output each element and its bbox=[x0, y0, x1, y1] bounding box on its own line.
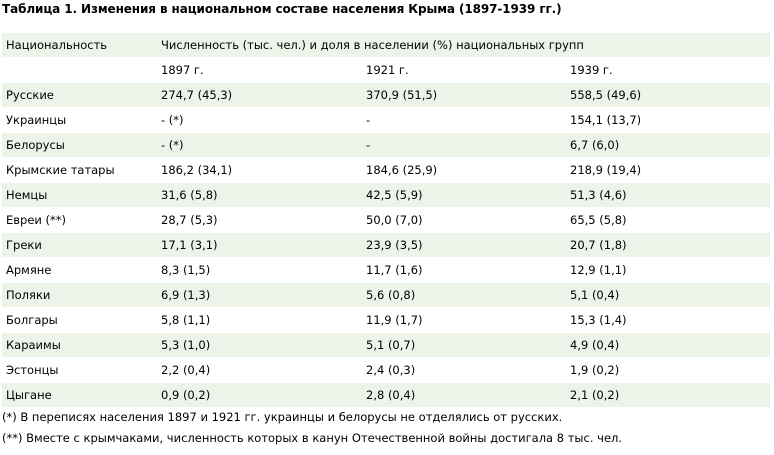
table-row: Русские 274,7 (45,3) 370,9 (51,5) 558,5 (49… bbox=[2, 82, 770, 108]
value-1921-cell: 23,9 (3,5) bbox=[362, 232, 566, 258]
value-1921-cell: - bbox=[362, 107, 566, 133]
years-empty-cell bbox=[2, 57, 157, 83]
value-1897-cell: - (*) bbox=[157, 132, 362, 158]
value-1921-cell: 184,6 (25,9) bbox=[362, 157, 566, 183]
value-1921-cell: 2,4 (0,3) bbox=[362, 357, 566, 383]
table-row: Крымские татары 186,2 (34,1) 184,6 (25,9) 2… bbox=[2, 157, 770, 183]
table-row: Болгары 5,8 (1,1) 11,9 (1,7) 15,3 (1,4) bbox=[2, 307, 770, 333]
table-row: Армяне 8,3 (1,5) 11,7 (1,6) 12,9 (1,1) bbox=[2, 257, 770, 283]
value-1921-cell: 42,5 (5,9) bbox=[362, 182, 566, 208]
value-1939-cell: 20,7 (1,8) bbox=[566, 232, 770, 258]
footnote-1: (*) В переписях населения 1897 и 1921 гг… bbox=[2, 410, 563, 424]
nationality-cell: Караимы bbox=[2, 332, 157, 358]
value-1939-cell: 65,5 (5,8) bbox=[566, 207, 770, 233]
value-1921-cell: - bbox=[362, 132, 566, 158]
table-row: Эстонцы 2,2 (0,4) 2,4 (0,3) 1,9 (0,2) bbox=[2, 357, 770, 383]
table-header-row: Национальность Численность (тыс. чел.) и… bbox=[2, 33, 770, 58]
value-1939-cell: 51,3 (4,6) bbox=[566, 182, 770, 208]
table-title: Таблица 1. Изменения в национальном сост… bbox=[2, 2, 562, 16]
value-1939-cell: 218,9 (19,4) bbox=[566, 157, 770, 183]
year-1939: 1939 г. bbox=[566, 57, 770, 83]
table-years-row: 1897 г. 1921 г. 1939 г. bbox=[2, 57, 770, 83]
value-1897-cell: 8,3 (1,5) bbox=[157, 257, 362, 283]
table-row: Немцы 31,6 (5,8) 42,5 (5,9) 51,3 (4,6) bbox=[2, 182, 770, 208]
value-1897-cell: - (*) bbox=[157, 107, 362, 133]
value-1897-cell: 0,9 (0,2) bbox=[157, 382, 362, 408]
value-1939-cell: 4,9 (0,4) bbox=[566, 332, 770, 358]
table-row: Караимы 5,3 (1,0) 5,1 (0,7) 4,9 (0,4) bbox=[2, 332, 770, 358]
value-1897-cell: 31,6 (5,8) bbox=[157, 182, 362, 208]
nationality-cell: Армяне bbox=[2, 257, 157, 283]
nationality-cell: Евреи (**) bbox=[2, 207, 157, 233]
table-row: Поляки 6,9 (1,3) 5,6 (0,8) 5,1 (0,4) bbox=[2, 282, 770, 308]
value-1921-cell: 370,9 (51,5) bbox=[362, 82, 566, 108]
value-1921-cell: 2,8 (0,4) bbox=[362, 382, 566, 408]
value-1897-cell: 5,8 (1,1) bbox=[157, 307, 362, 333]
nationality-cell: Крымские татары bbox=[2, 157, 157, 183]
nationality-cell: Немцы bbox=[2, 182, 157, 208]
nationality-cell: Белорусы bbox=[2, 132, 157, 158]
value-1939-cell: 5,1 (0,4) bbox=[566, 282, 770, 308]
table-row: Белорусы - (*) -6,7 (6,0) bbox=[2, 132, 770, 158]
value-1897-cell: 186,2 (34,1) bbox=[157, 157, 362, 183]
value-1939-cell: 6,7 (6,0) bbox=[566, 132, 770, 158]
year-1921: 1921 г. bbox=[362, 57, 566, 83]
nationality-cell: Болгары bbox=[2, 307, 157, 333]
value-1921-cell: 11,9 (1,7) bbox=[362, 307, 566, 333]
nationality-cell: Украинцы bbox=[2, 107, 157, 133]
nationality-cell: Поляки bbox=[2, 282, 157, 308]
value-1897-cell: 2,2 (0,4) bbox=[157, 357, 362, 383]
nationality-cell: Греки bbox=[2, 232, 157, 258]
value-1897-cell: 28,7 (5,3) bbox=[157, 207, 362, 233]
header-nationality: Национальность bbox=[2, 33, 157, 58]
table-row: Евреи (**) 28,7 (5,3) 50,0 (7,0) 65,5 (5,8) bbox=[2, 207, 770, 233]
value-1939-cell: 1,9 (0,2) bbox=[566, 357, 770, 383]
value-1921-cell: 5,1 (0,7) bbox=[362, 332, 566, 358]
value-1921-cell: 50,0 (7,0) bbox=[362, 207, 566, 233]
table-row: Украинцы - (*) -154,1 (13,7) bbox=[2, 107, 770, 133]
nationality-cell: Цыгане bbox=[2, 382, 157, 408]
value-1897-cell: 5,3 (1,0) bbox=[157, 332, 362, 358]
value-1939-cell: 12,9 (1,1) bbox=[566, 257, 770, 283]
nationality-cell: Эстонцы bbox=[2, 357, 157, 383]
nationality-cell: Русские bbox=[2, 82, 157, 108]
footnotes: (*) В переписях населения 1897 и 1921 гг… bbox=[2, 407, 622, 449]
value-1897-cell: 17,1 (3,1) bbox=[157, 232, 362, 258]
year-1897: 1897 г. bbox=[157, 57, 362, 83]
footnote-2: (**) Вместе с крымчаками, численность ко… bbox=[2, 431, 623, 445]
table-row: Греки 17,1 (3,1) 23,9 (3,5) 20,7 (1,8) bbox=[2, 232, 770, 258]
value-1921-cell: 5,6 (0,8) bbox=[362, 282, 566, 308]
value-1897-cell: 6,9 (1,3) bbox=[157, 282, 362, 308]
value-1897-cell: 274,7 (45,3) bbox=[157, 82, 362, 108]
header-population: Численность (тыс. чел.) и доля в населен… bbox=[157, 33, 770, 58]
value-1939-cell: 558,5 (49,6) bbox=[566, 82, 770, 108]
table-row: Цыгане 0,9 (0,2) 2,8 (0,4) 2,1 (0,2) bbox=[2, 382, 770, 408]
value-1939-cell: 154,1 (13,7) bbox=[566, 107, 770, 133]
value-1921-cell: 11,7 (1,6) bbox=[362, 257, 566, 283]
value-1939-cell: 15,3 (1,4) bbox=[566, 307, 770, 333]
population-table: Национальность Численность (тыс. чел.) и… bbox=[2, 33, 770, 408]
value-1939-cell: 2,1 (0,2) bbox=[566, 382, 770, 408]
